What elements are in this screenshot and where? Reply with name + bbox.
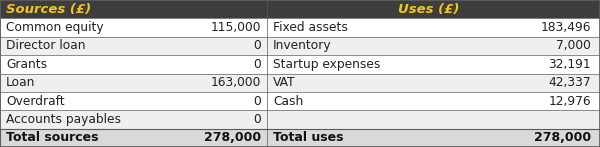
Text: 115,000: 115,000 [211,21,261,34]
Text: Fixed assets: Fixed assets [273,21,348,34]
Text: 278,000: 278,000 [534,131,591,144]
Bar [0,55,600,74]
Text: Loan: Loan [6,76,35,89]
Text: 0: 0 [253,58,261,71]
Text: Director loan: Director loan [6,39,86,52]
Text: Total sources: Total sources [6,131,98,144]
Text: Total uses: Total uses [273,131,343,144]
Text: 12,976: 12,976 [548,95,591,108]
Bar [0,18,600,37]
Bar [0,0,600,18]
Text: 163,000: 163,000 [211,76,261,89]
Bar [0,129,600,147]
Text: Accounts payables: Accounts payables [6,113,121,126]
Text: Cash: Cash [273,95,303,108]
Text: Overdraft: Overdraft [6,95,65,108]
Text: 0: 0 [253,95,261,108]
Text: 0: 0 [253,39,261,52]
Text: Grants: Grants [6,58,47,71]
Text: Inventory: Inventory [273,39,332,52]
Bar [0,74,600,92]
Bar [0,110,600,129]
Text: 32,191: 32,191 [548,58,591,71]
Text: 278,000: 278,000 [204,131,261,144]
Text: 183,496: 183,496 [541,21,591,34]
Text: Uses (£): Uses (£) [398,3,460,16]
Text: 42,337: 42,337 [548,76,591,89]
Bar [0,92,600,110]
Text: 0: 0 [253,113,261,126]
Text: 7,000: 7,000 [556,39,591,52]
Text: Startup expenses: Startup expenses [273,58,380,71]
Bar [0,37,600,55]
Text: Common equity: Common equity [6,21,104,34]
Text: VAT: VAT [273,76,296,89]
Text: Sources (£): Sources (£) [6,3,91,16]
